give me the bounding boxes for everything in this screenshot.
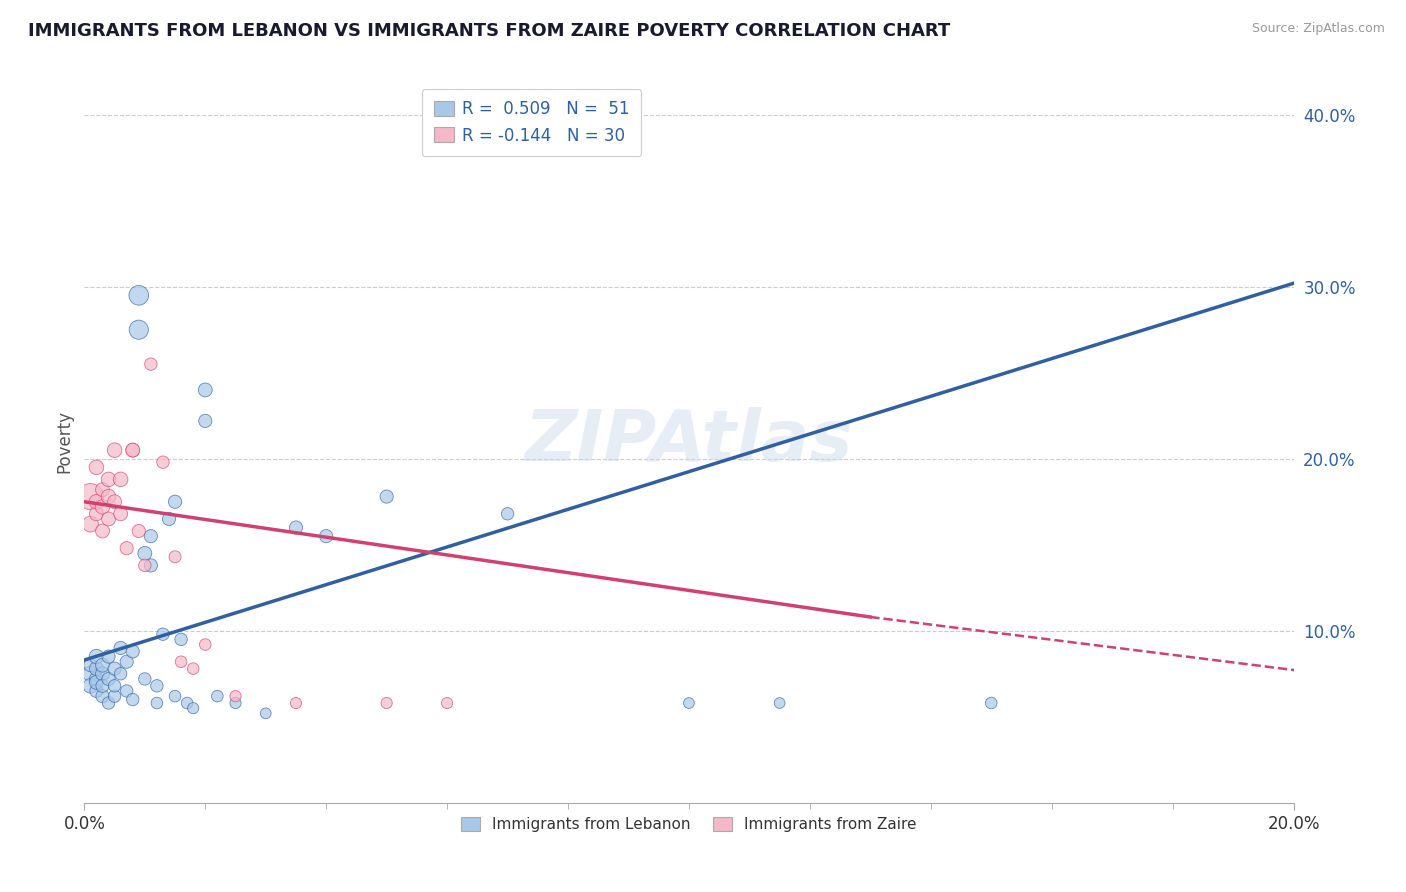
Point <box>207 689 229 703</box>
Point <box>165 549 187 564</box>
Point <box>128 288 150 302</box>
Point <box>97 696 120 710</box>
Point <box>134 546 156 560</box>
Point <box>86 675 108 690</box>
Point <box>165 494 187 508</box>
Point <box>110 507 132 521</box>
Point <box>91 658 114 673</box>
Point <box>225 689 247 703</box>
Point <box>79 658 101 673</box>
Text: IMMIGRANTS FROM LEBANON VS IMMIGRANTS FROM ZAIRE POVERTY CORRELATION CHART: IMMIGRANTS FROM LEBANON VS IMMIGRANTS FR… <box>28 22 950 40</box>
Point <box>115 684 138 698</box>
Point <box>79 679 101 693</box>
Point <box>86 672 108 686</box>
Point <box>225 696 247 710</box>
Point <box>769 696 792 710</box>
Point <box>194 414 217 428</box>
Point <box>980 696 1002 710</box>
Point <box>79 517 101 532</box>
Point <box>91 524 114 538</box>
Point <box>91 666 114 681</box>
Point <box>115 541 138 556</box>
Point <box>315 529 337 543</box>
Point <box>86 460 108 475</box>
Point <box>285 696 308 710</box>
Point <box>97 672 120 686</box>
Point <box>86 684 108 698</box>
Point <box>146 679 169 693</box>
Point <box>121 443 143 458</box>
Point <box>436 696 458 710</box>
Point <box>115 655 138 669</box>
Point <box>194 383 217 397</box>
Point <box>97 490 120 504</box>
Point <box>170 655 193 669</box>
Point <box>152 455 174 469</box>
Point <box>146 696 169 710</box>
Point <box>104 494 127 508</box>
Point <box>121 443 143 458</box>
Point <box>110 640 132 655</box>
Point <box>86 507 108 521</box>
Point <box>194 638 217 652</box>
Point <box>104 679 127 693</box>
Point <box>86 662 108 676</box>
Point <box>139 529 162 543</box>
Point <box>86 494 108 508</box>
Point <box>254 706 277 721</box>
Point <box>181 701 204 715</box>
Point <box>128 524 150 538</box>
Legend: Immigrants from Lebanon, Immigrants from Zaire: Immigrants from Lebanon, Immigrants from… <box>456 811 922 838</box>
Point <box>181 662 204 676</box>
Point <box>91 500 114 514</box>
Point <box>79 666 101 681</box>
Point <box>134 672 156 686</box>
Point <box>134 558 156 573</box>
Point <box>496 507 519 521</box>
Point <box>139 357 162 371</box>
Point <box>104 662 127 676</box>
Point <box>86 649 108 664</box>
Point <box>176 696 198 710</box>
Point <box>79 490 101 504</box>
Point <box>152 627 174 641</box>
Point <box>121 692 143 706</box>
Point <box>165 689 187 703</box>
Point <box>91 483 114 497</box>
Point <box>170 632 193 647</box>
Point <box>121 644 143 658</box>
Point <box>110 666 132 681</box>
Point <box>97 649 120 664</box>
Point <box>128 323 150 337</box>
Point <box>104 443 127 458</box>
Point <box>97 512 120 526</box>
Point <box>375 490 398 504</box>
Point <box>678 696 700 710</box>
Point <box>104 689 127 703</box>
Point <box>139 558 162 573</box>
Y-axis label: Poverty: Poverty <box>55 410 73 473</box>
Point <box>285 520 308 534</box>
Point <box>375 696 398 710</box>
Point <box>157 512 180 526</box>
Text: ZIPAtlas: ZIPAtlas <box>524 407 853 476</box>
Point <box>110 472 132 486</box>
Point <box>97 472 120 486</box>
Point <box>91 679 114 693</box>
Text: Source: ZipAtlas.com: Source: ZipAtlas.com <box>1251 22 1385 36</box>
Point <box>91 689 114 703</box>
